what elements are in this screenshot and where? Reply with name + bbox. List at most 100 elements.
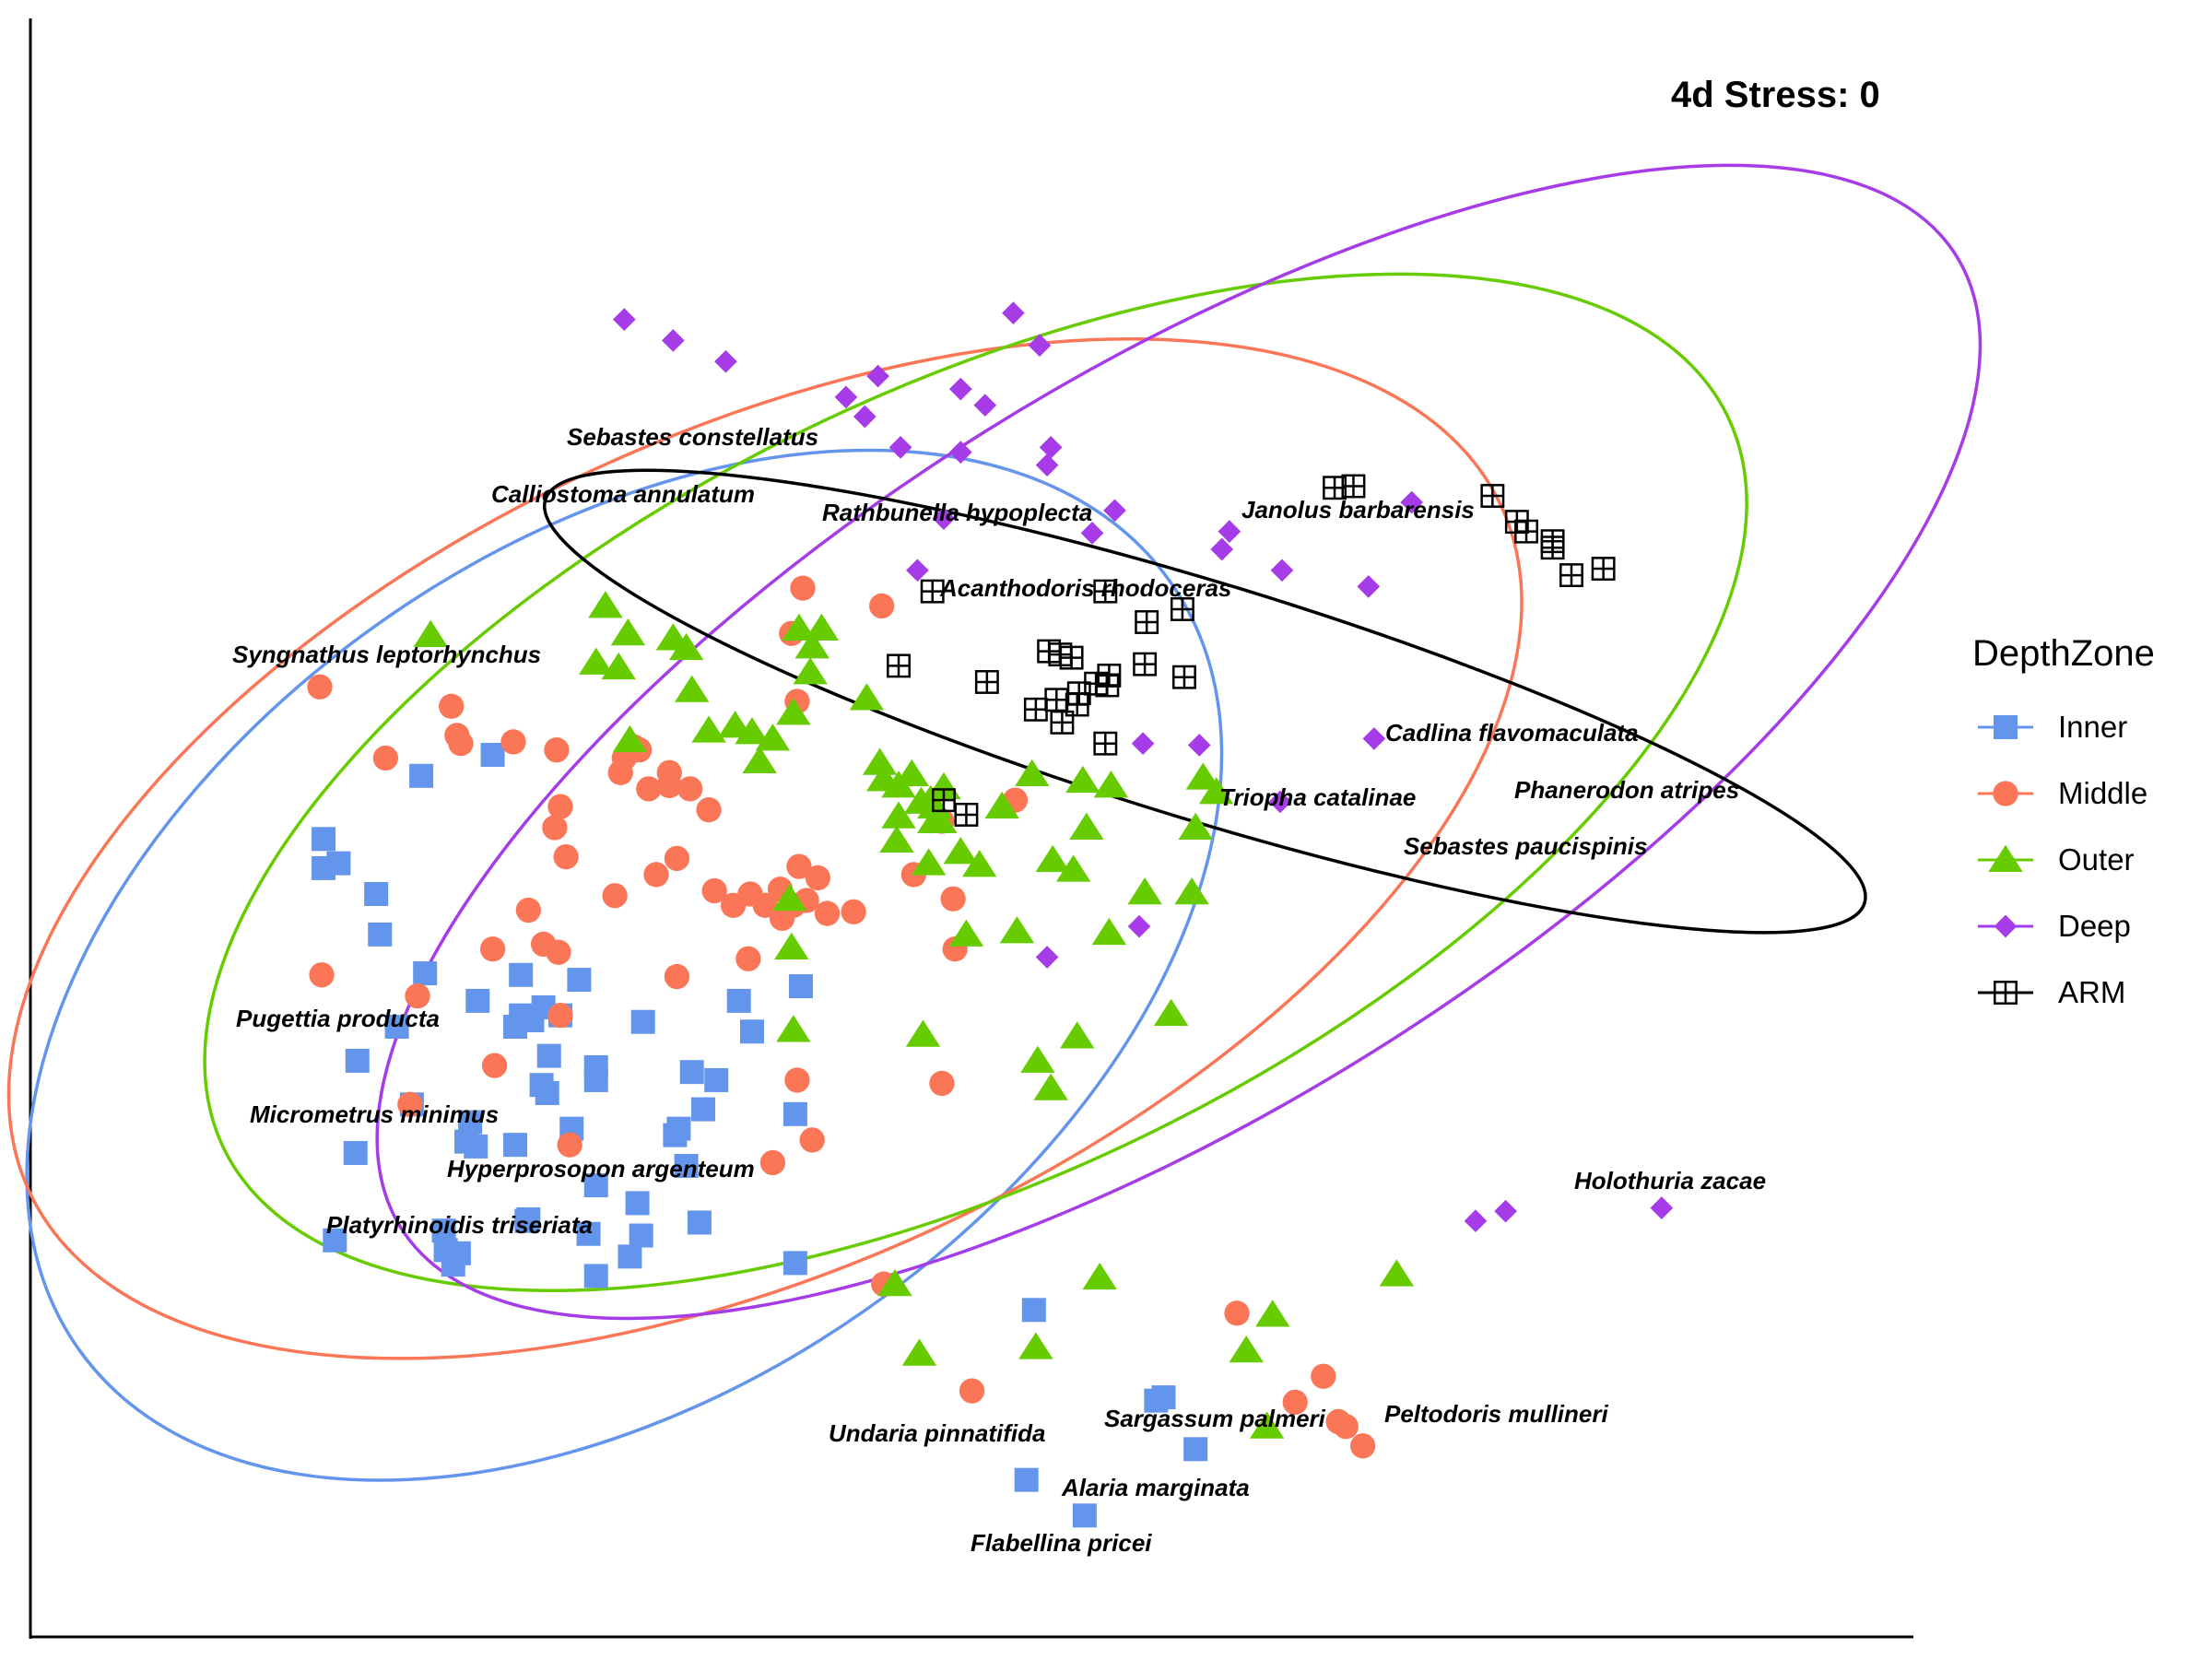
point-deep	[612, 308, 636, 331]
point-deep	[1131, 732, 1155, 756]
species-label: Cadlina flavomaculata	[1385, 719, 1639, 747]
point-inner	[687, 1210, 712, 1235]
species-label-layer: Sebastes constellatus Calliostoma annula…	[232, 423, 1766, 1557]
point-inner	[567, 968, 592, 993]
species-label: Syngnathus leptorhynchus	[232, 641, 541, 668]
ellipse-deep	[375, 163, 1983, 1321]
species-label: Calliostoma annulatum	[491, 480, 755, 508]
point-outer	[1174, 877, 1209, 905]
point-outer	[881, 771, 916, 798]
point-deep	[1362, 727, 1386, 750]
point-deep	[1210, 537, 1234, 561]
point-inner	[464, 1134, 488, 1159]
point-outer	[984, 791, 1019, 819]
point-arm	[1097, 663, 1122, 688]
point-outer	[849, 683, 885, 711]
point-inner	[535, 1080, 559, 1105]
point-inner	[1014, 1467, 1039, 1492]
point-inner	[413, 961, 438, 986]
point-middle	[677, 776, 703, 802]
point-arm	[1093, 731, 1118, 756]
point-outer	[1055, 854, 1091, 882]
species-label: Flabellina pricei	[971, 1529, 1152, 1557]
legend-symbol-arm	[1994, 981, 2018, 1005]
point-deep	[1035, 946, 1059, 969]
point-outer	[610, 618, 646, 646]
legend-title: DepthZone	[1972, 633, 2155, 674]
point-arm	[1170, 596, 1194, 621]
point-outer	[1379, 1259, 1415, 1287]
point-outer	[413, 619, 448, 648]
point-middle	[805, 865, 830, 891]
point-inner	[782, 1251, 807, 1276]
point-outer	[948, 919, 984, 947]
point-arm	[1023, 697, 1048, 722]
point-middle	[307, 674, 333, 700]
point-deep	[906, 559, 929, 582]
point-outer	[772, 884, 807, 912]
point-middle	[664, 845, 690, 872]
ellipse-layer	[6, 163, 1983, 1482]
point-inner	[679, 1060, 704, 1085]
point-inner	[788, 974, 813, 999]
legend-label-inner: Inner	[2058, 710, 2127, 744]
species-label: Holothuria zacae	[1574, 1167, 1766, 1194]
point-inner	[666, 1116, 691, 1141]
point-deep	[1218, 520, 1241, 544]
point-outer	[1229, 1335, 1264, 1363]
legend: DepthZone Inner Middle Outer Deep ARM	[1972, 633, 2155, 1009]
point-arm	[1044, 688, 1069, 712]
point-inner	[625, 1191, 650, 1216]
species-label: Rathbunella hypoplecta	[822, 499, 1092, 526]
point-arm	[1093, 579, 1118, 604]
point-outer	[923, 806, 958, 833]
point-layer	[307, 301, 1674, 1528]
species-label: Peltodoris mullineri	[1384, 1400, 1608, 1428]
point-outer	[1093, 771, 1129, 798]
ellipse-inner	[25, 448, 1224, 1482]
species-label: Janolus barbarensis	[1241, 496, 1475, 524]
point-middle	[1350, 1433, 1376, 1459]
point-middle	[405, 982, 430, 1009]
point-arm	[1050, 710, 1075, 735]
legend-keys	[1978, 715, 2033, 1005]
point-arm	[1514, 519, 1538, 544]
legend-label-arm: ARM	[2058, 975, 2125, 1009]
point-middle	[372, 745, 399, 771]
point-inner	[409, 763, 434, 788]
point-outer	[1069, 812, 1104, 840]
legend-label-deep: Deep	[2058, 909, 2131, 943]
point-inner	[323, 1228, 347, 1253]
point-middle	[720, 892, 747, 918]
point-outer	[601, 652, 636, 680]
point-arm	[1135, 610, 1159, 634]
point-deep	[1270, 559, 1294, 582]
species-label: Pugettia producta	[236, 1005, 440, 1032]
point-deep	[866, 364, 889, 388]
point-arm	[920, 579, 945, 604]
point-inner	[343, 1140, 368, 1165]
point-outer	[1065, 765, 1100, 794]
point-outer	[755, 724, 791, 751]
point-middle	[448, 731, 474, 757]
point-deep	[932, 507, 956, 530]
point-outer	[1185, 762, 1221, 790]
point-inner	[726, 988, 751, 1013]
point-arm	[1591, 557, 1616, 581]
species-label: Sargassum palmeri	[1104, 1405, 1326, 1432]
point-deep	[834, 385, 858, 409]
point-inner	[583, 1264, 608, 1288]
legend-key-deep	[1978, 914, 2033, 938]
point-middle	[799, 1127, 825, 1153]
point-inner	[583, 1173, 608, 1198]
point-deep	[1400, 490, 1424, 514]
point-deep	[1650, 1196, 1674, 1220]
point-inner	[516, 1206, 541, 1231]
species-label: Undaria pinnatifida	[829, 1419, 1045, 1447]
legend-symbol-middle	[1993, 781, 2018, 806]
point-inner	[312, 827, 336, 852]
point-middle	[500, 729, 526, 755]
point-middle	[530, 931, 557, 958]
point-deep	[948, 377, 972, 401]
point-outer	[1035, 844, 1070, 873]
